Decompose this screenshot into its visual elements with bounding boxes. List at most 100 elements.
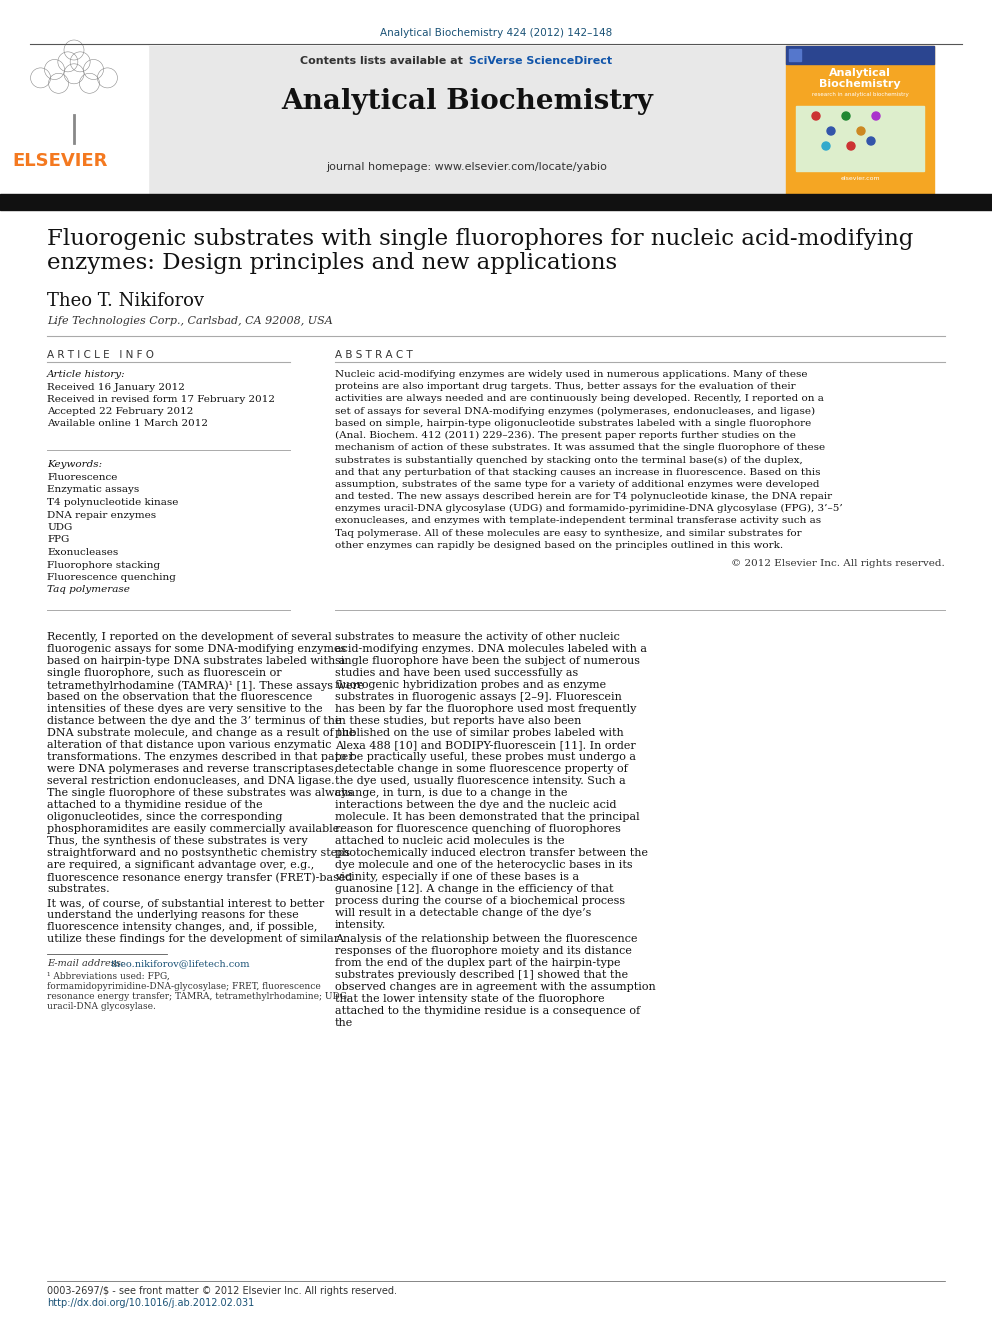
Text: http://dx.doi.org/10.1016/j.ab.2012.02.031: http://dx.doi.org/10.1016/j.ab.2012.02.0… [47, 1298, 254, 1308]
Text: photochemically induced electron transfer between the: photochemically induced electron transfe… [335, 848, 648, 859]
Text: detectable change in some fluorescence property of: detectable change in some fluorescence p… [335, 763, 628, 774]
Text: activities are always needed and are continuously being developed. Recently, I r: activities are always needed and are con… [335, 394, 824, 404]
Text: Life Technologies Corp., Carlsbad, CA 92008, USA: Life Technologies Corp., Carlsbad, CA 92… [47, 316, 332, 325]
Text: the dye used, usually fluorescence intensity. Such a: the dye used, usually fluorescence inten… [335, 777, 626, 786]
Bar [0, 46, 148, 194]
Text: attached to a thymidine residue of the: attached to a thymidine residue of the [47, 800, 263, 810]
Circle shape [872, 112, 880, 120]
Text: The single fluorophore of these substrates was always: The single fluorophore of these substrat… [47, 789, 353, 798]
Text: and tested. The new assays described herein are for T4 polynucleotide kinase, th: and tested. The new assays described her… [335, 492, 832, 501]
Text: ¹ Abbreviations used: FPG,: ¹ Abbreviations used: FPG, [47, 972, 170, 980]
Text: FPG: FPG [47, 536, 69, 545]
Text: Exonucleases: Exonucleases [47, 548, 118, 557]
Text: distance between the dye and the 3’ terminus of the: distance between the dye and the 3’ term… [47, 716, 341, 726]
Text: proteins are also important drug targets. Thus, better assays for the evaluation: proteins are also important drug targets… [335, 382, 796, 392]
Text: DNA repair enzymes: DNA repair enzymes [47, 511, 156, 520]
Text: fluorogenic assays for some DNA-modifying enzymes: fluorogenic assays for some DNA-modifyin… [47, 644, 346, 654]
Text: (Anal. Biochem. 412 (2011) 229–236). The present paper reports further studies o: (Anal. Biochem. 412 (2011) 229–236). The… [335, 431, 796, 441]
Bar [786, 46, 934, 64]
Text: SciVerse ScienceDirect: SciVerse ScienceDirect [469, 56, 612, 66]
Text: Keywords:: Keywords: [47, 460, 102, 468]
Text: published on the use of similar probes labeled with: published on the use of similar probes l… [335, 728, 624, 738]
Circle shape [812, 112, 820, 120]
Text: Available online 1 March 2012: Available online 1 March 2012 [47, 419, 208, 429]
Text: T4 polynucleotide kinase: T4 polynucleotide kinase [47, 497, 179, 507]
Text: acid-modifying enzymes. DNA molecules labeled with a: acid-modifying enzymes. DNA molecules la… [335, 644, 647, 654]
Text: in these studies, but reports have also been: in these studies, but reports have also … [335, 716, 581, 726]
Text: resonance energy transfer; TAMRA, tetramethylrhodamine; UDG,: resonance energy transfer; TAMRA, tetram… [47, 992, 349, 1002]
Text: © 2012 Elsevier Inc. All rights reserved.: © 2012 Elsevier Inc. All rights reserved… [731, 560, 945, 568]
Text: from the end of the duplex part of the hairpin-type: from the end of the duplex part of the h… [335, 958, 621, 968]
Text: attached to nucleic acid molecules is the: attached to nucleic acid molecules is th… [335, 836, 564, 845]
Text: research in analytical biochemistry: research in analytical biochemistry [811, 93, 909, 97]
Text: dye molecule and one of the heterocyclic bases in its: dye molecule and one of the heterocyclic… [335, 860, 633, 871]
Text: phosphoramidites are easily commercially available.: phosphoramidites are easily commercially… [47, 824, 343, 833]
Text: observed changes are in agreement with the assumption: observed changes are in agreement with t… [335, 982, 656, 992]
Circle shape [822, 142, 830, 149]
Text: based on hairpin-type DNA substrates labeled with a: based on hairpin-type DNA substrates lab… [47, 656, 345, 665]
Text: process during the course of a biochemical process: process during the course of a biochemic… [335, 896, 625, 906]
Text: It was, of course, of substantial interest to better: It was, of course, of substantial intere… [47, 898, 324, 908]
Text: Fluorescence quenching: Fluorescence quenching [47, 573, 176, 582]
Text: mechanism of action of these substrates. It was assumed that the single fluoroph: mechanism of action of these substrates.… [335, 443, 825, 452]
Text: substrates.: substrates. [47, 884, 110, 894]
Text: straightforward and no postsynthetic chemistry steps: straightforward and no postsynthetic che… [47, 848, 350, 859]
Text: Theo T. Nikiforov: Theo T. Nikiforov [47, 292, 204, 310]
Text: Fluorophore stacking: Fluorophore stacking [47, 561, 160, 569]
Text: transformations. The enzymes described in that paper: transformations. The enzymes described i… [47, 751, 353, 762]
Text: other enzymes can rapidly be designed based on the principles outlined in this w: other enzymes can rapidly be designed ba… [335, 541, 783, 550]
Text: Contents lists available at: Contents lists available at [301, 56, 467, 66]
Text: formamidopyrimidine-DNA-glycosylase; FRET, fluorescence: formamidopyrimidine-DNA-glycosylase; FRE… [47, 982, 320, 991]
Text: single fluorophore have been the subject of numerous: single fluorophore have been the subject… [335, 656, 640, 665]
Text: Thus, the synthesis of these substrates is very: Thus, the synthesis of these substrates … [47, 836, 308, 845]
Text: 0003-2697/$ - see front matter © 2012 Elsevier Inc. All rights reserved.: 0003-2697/$ - see front matter © 2012 El… [47, 1286, 397, 1297]
Text: Taq polymerase. All of these molecules are easy to synthesize, and similar subst: Taq polymerase. All of these molecules a… [335, 529, 802, 537]
Text: fluorescence resonance energy transfer (FRET)-based: fluorescence resonance energy transfer (… [47, 872, 352, 882]
Text: uracil-DNA glycosylase.: uracil-DNA glycosylase. [47, 1002, 156, 1011]
Text: and that any perturbation of that stacking causes an increase in fluorescence. B: and that any perturbation of that stacki… [335, 467, 820, 476]
Text: responses of the fluorophore moiety and its distance: responses of the fluorophore moiety and … [335, 946, 632, 957]
Text: Taq polymerase: Taq polymerase [47, 586, 130, 594]
Text: Enzymatic assays: Enzymatic assays [47, 486, 139, 495]
Text: Article history:: Article history: [47, 370, 126, 378]
Text: Nucleic acid-modifying enzymes are widely used in numerous applications. Many of: Nucleic acid-modifying enzymes are widel… [335, 370, 807, 378]
Text: oligonucleotides, since the corresponding: oligonucleotides, since the correspondin… [47, 812, 283, 822]
Text: Recently, I reported on the development of several: Recently, I reported on the development … [47, 632, 331, 642]
Text: substrates to measure the activity of other nucleic: substrates to measure the activity of ot… [335, 632, 620, 642]
Text: to be practically useful, these probes must undergo a: to be practically useful, these probes m… [335, 751, 636, 762]
Bar [148, 46, 786, 194]
Text: were DNA polymerases and reverse transcriptases,: were DNA polymerases and reverse transcr… [47, 763, 337, 774]
Text: intensity.: intensity. [335, 919, 386, 930]
Bar [0, 194, 992, 210]
Text: exonucleases, and enzymes with template-independent terminal transferase activit: exonucleases, and enzymes with template-… [335, 516, 821, 525]
Bar [786, 46, 934, 194]
Circle shape [857, 127, 865, 135]
Text: Biochemistry: Biochemistry [819, 79, 901, 89]
Text: A R T I C L E   I N F O: A R T I C L E I N F O [47, 351, 154, 360]
Text: theo.nikiforov@lifetech.com: theo.nikiforov@lifetech.com [111, 959, 251, 968]
Bar [789, 49, 801, 61]
Text: alteration of that distance upon various enzymatic: alteration of that distance upon various… [47, 740, 331, 750]
Text: the: the [335, 1017, 353, 1028]
Circle shape [867, 138, 875, 146]
Text: Analytical: Analytical [829, 67, 891, 78]
Text: Alexa 488 [10] and BODIPY-fluorescein [11]. In order: Alexa 488 [10] and BODIPY-fluorescein [1… [335, 740, 636, 750]
Text: molecule. It has been demonstrated that the principal: molecule. It has been demonstrated that … [335, 812, 640, 822]
Text: change, in turn, is due to a change in the: change, in turn, is due to a change in t… [335, 789, 567, 798]
Text: substrates is substantially quenched by stacking onto the terminal base(s) of th: substrates is substantially quenched by … [335, 455, 803, 464]
Text: fluorogenic hybridization probes and as enzyme: fluorogenic hybridization probes and as … [335, 680, 606, 691]
Text: Fluorogenic substrates with single fluorophores for nucleic acid-modifying: Fluorogenic substrates with single fluor… [47, 228, 914, 250]
Circle shape [842, 112, 850, 120]
Text: studies and have been used successfully as: studies and have been used successfully … [335, 668, 578, 677]
Text: ELSEVIER: ELSEVIER [12, 152, 107, 169]
Text: Analytical Biochemistry: Analytical Biochemistry [281, 89, 653, 115]
Text: fluorescence intensity changes, and, if possible,: fluorescence intensity changes, and, if … [47, 922, 317, 931]
Text: interactions between the dye and the nucleic acid: interactions between the dye and the nuc… [335, 800, 616, 810]
Text: will result in a detectable change of the dye’s: will result in a detectable change of th… [335, 908, 591, 918]
Text: reason for fluorescence quenching of fluorophores: reason for fluorescence quenching of flu… [335, 824, 621, 833]
Text: E-mail address:: E-mail address: [47, 959, 127, 968]
Text: single fluorophore, such as fluorescein or: single fluorophore, such as fluorescein … [47, 668, 282, 677]
Text: attached to the thymidine residue is a consequence of: attached to the thymidine residue is a c… [335, 1005, 640, 1016]
Text: substrates in fluorogenic assays [2–9]. Fluorescein: substrates in fluorogenic assays [2–9]. … [335, 692, 622, 703]
Text: enzymes: Design principles and new applications: enzymes: Design principles and new appli… [47, 251, 617, 274]
